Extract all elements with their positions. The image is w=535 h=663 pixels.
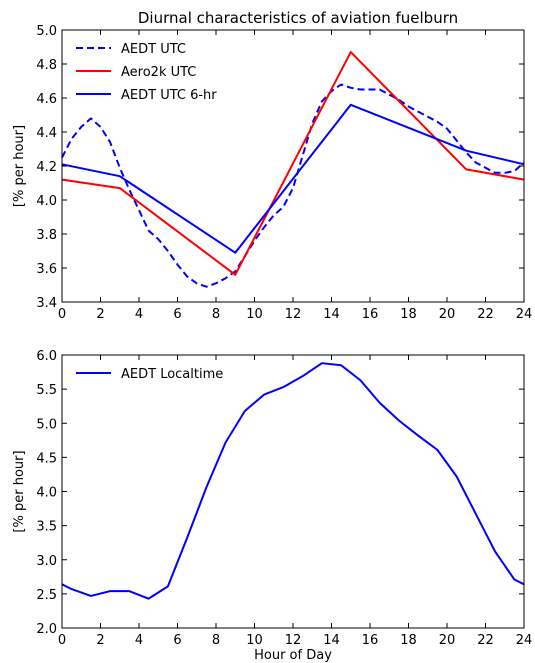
legend-label: Aero2k UTC <box>121 65 196 80</box>
x-tick-label: 6 <box>173 633 181 648</box>
series-line-aedt-utc <box>61 83 525 288</box>
y-tick-label: 5.0 <box>36 24 57 39</box>
y-tick-label: 2.5 <box>36 588 57 603</box>
x-tick-label: 24 <box>516 633 533 648</box>
y-tick-label: 3.5 <box>36 520 57 535</box>
x-axis-label: Hour of Day <box>254 648 332 663</box>
series-line-aedt-localtime <box>61 362 525 600</box>
x-tick-label: 0 <box>58 307 66 322</box>
y-tick-label: 4.6 <box>36 92 57 107</box>
y-tick-label: 3.4 <box>36 296 57 311</box>
x-tick-label: 22 <box>477 633 494 648</box>
y-tick-label: 5.5 <box>36 383 57 398</box>
x-tick-label: 8 <box>212 307 220 322</box>
x-tick-label: 12 <box>285 633 302 648</box>
x-tick-label: 14 <box>323 633 340 648</box>
y-tick-label: 3.8 <box>36 228 57 243</box>
y-tick-label: 6.0 <box>36 349 57 364</box>
y-tick-label: 5.0 <box>36 417 57 432</box>
y-tick-label: 4.4 <box>36 126 57 141</box>
chart-bottom-panel: 0 2 4 6 8 10 12 14 16 18 20 22 242.02.53.03.54.04.55… <box>12 349 532 663</box>
x-tick-label: 22 <box>477 307 494 322</box>
y-tick-label: 2.0 <box>36 622 57 637</box>
x-tick-label: 8 <box>212 633 220 648</box>
x-tick-label: 24 <box>516 307 533 322</box>
legend-label: AEDT UTC <box>121 42 186 57</box>
x-tick-label: 2 <box>96 633 104 648</box>
x-tick-label: 4 <box>135 633 143 648</box>
y-tick-label: 4.0 <box>36 194 57 209</box>
y-axis-label: [% per hour] <box>12 450 27 532</box>
x-tick-label: 20 <box>439 307 456 322</box>
x-tick-label: 20 <box>439 633 456 648</box>
legend-label: AEDT Localtime <box>121 367 223 382</box>
y-tick-label: 4.2 <box>36 160 57 175</box>
x-tick-label: 0 <box>58 633 66 648</box>
y-tick-label: 3.6 <box>36 262 57 277</box>
x-tick-label: 14 <box>323 307 340 322</box>
x-tick-label: 6 <box>173 307 181 322</box>
series-line-aedt-utc-6-hr <box>61 103 525 254</box>
x-tick-label: 18 <box>400 307 417 322</box>
x-tick-label: 10 <box>246 307 263 322</box>
legend-label: AEDT UTC 6-hr <box>121 88 217 103</box>
x-tick-label: 16 <box>362 633 379 648</box>
chart-top-panel: 0 2 4 6 8 10 12 14 16 18 20 22 243.43.63.84.04.24.44… <box>12 24 532 322</box>
x-tick-label: 16 <box>362 307 379 322</box>
y-axis-label: [% per hour] <box>12 125 27 207</box>
figure-title: Diurnal characteristics of aviation fuel… <box>138 9 458 27</box>
x-tick-label: 4 <box>135 307 143 322</box>
x-tick-label: 10 <box>246 633 263 648</box>
y-tick-label: 4.5 <box>36 451 57 466</box>
y-tick-label: 4.8 <box>36 58 57 73</box>
y-tick-label: 3.0 <box>36 554 57 569</box>
x-tick-label: 2 <box>96 307 104 322</box>
x-tick-label: 12 <box>285 307 302 322</box>
series-line-aero2k-utc <box>61 51 525 276</box>
y-tick-label: 4.0 <box>36 486 57 501</box>
x-tick-label: 18 <box>400 633 417 648</box>
